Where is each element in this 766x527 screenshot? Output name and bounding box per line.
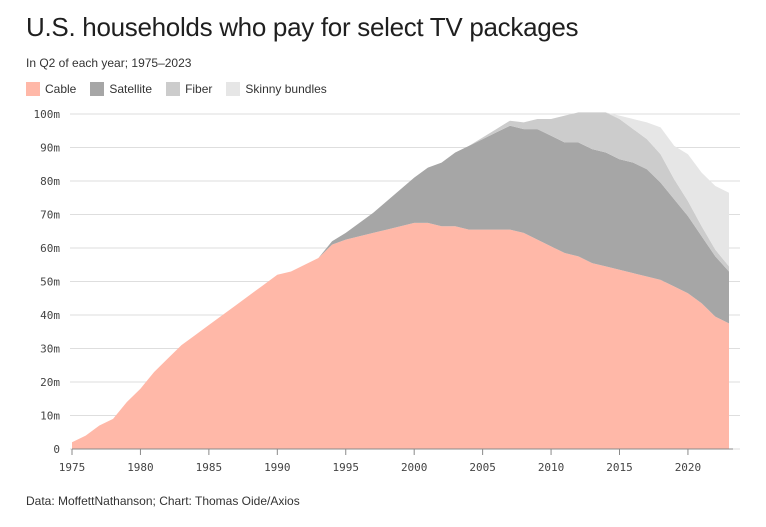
area-cable [72,222,729,449]
legend-label-skinny-bundles: Skinny bundles [245,82,327,96]
legend-item-cable: Cable [26,82,76,96]
y-tick-label: 60m [40,242,60,255]
y-tick-label: 90m [40,142,60,155]
y-tick-label: 70m [40,209,60,222]
x-tick-label: 1985 [196,461,223,474]
x-tick-label: 1980 [127,461,154,474]
legend-swatch-cable [26,82,40,96]
legend-item-fiber: Fiber [166,82,212,96]
source-credit: Data: MoffettNathanson; Chart: Thomas Oi… [26,494,300,508]
y-tick-label: 40m [40,309,60,322]
y-tick-label: 30m [40,343,60,356]
x-tick-label: 2015 [606,461,633,474]
area-skinny-bundles [72,112,729,443]
legend: Cable Satellite Fiber Skinny bundles [26,82,341,96]
legend-swatch-satellite [90,82,105,96]
legend-swatch-skinny-bundles [226,82,241,96]
x-tick-label: 1995 [333,461,360,474]
x-tick-label: 2020 [675,461,702,474]
x-tick-label: 1990 [264,461,291,474]
y-tick-label: 50m [40,276,60,289]
axes: 0 10m 20m 30m 40m 50m 60m 70m 80m 90m 100m 1975 1980… [34,108,733,474]
legend-item-skinny-bundles: Skinny bundles [226,82,327,96]
x-tick-label: 2005 [469,461,496,474]
x-tick-label: 1975 [59,461,86,474]
y-tick-label: 0 [53,443,60,456]
legend-label-fiber: Fiber [185,82,213,96]
area-layers [72,112,729,449]
y-tick-label: 10m [40,410,60,423]
legend-swatch-fiber [166,82,181,96]
x-tick-label: 2000 [401,461,428,474]
area-satellite [72,125,729,443]
legend-label-satellite: Satellite [109,82,153,96]
chart-title: U.S. households who pay for select TV pa… [26,12,579,42]
legend-item-satellite: Satellite [90,82,152,96]
chart-subtitle: In Q2 of each year; 1975–2023 [26,56,192,70]
legend-label-cable: Cable [45,82,77,96]
x-tick-label: 2010 [538,461,565,474]
y-tick-label: 80m [40,175,60,188]
y-tick-label: 100m [34,108,61,121]
y-tick-label: 20m [40,376,60,389]
